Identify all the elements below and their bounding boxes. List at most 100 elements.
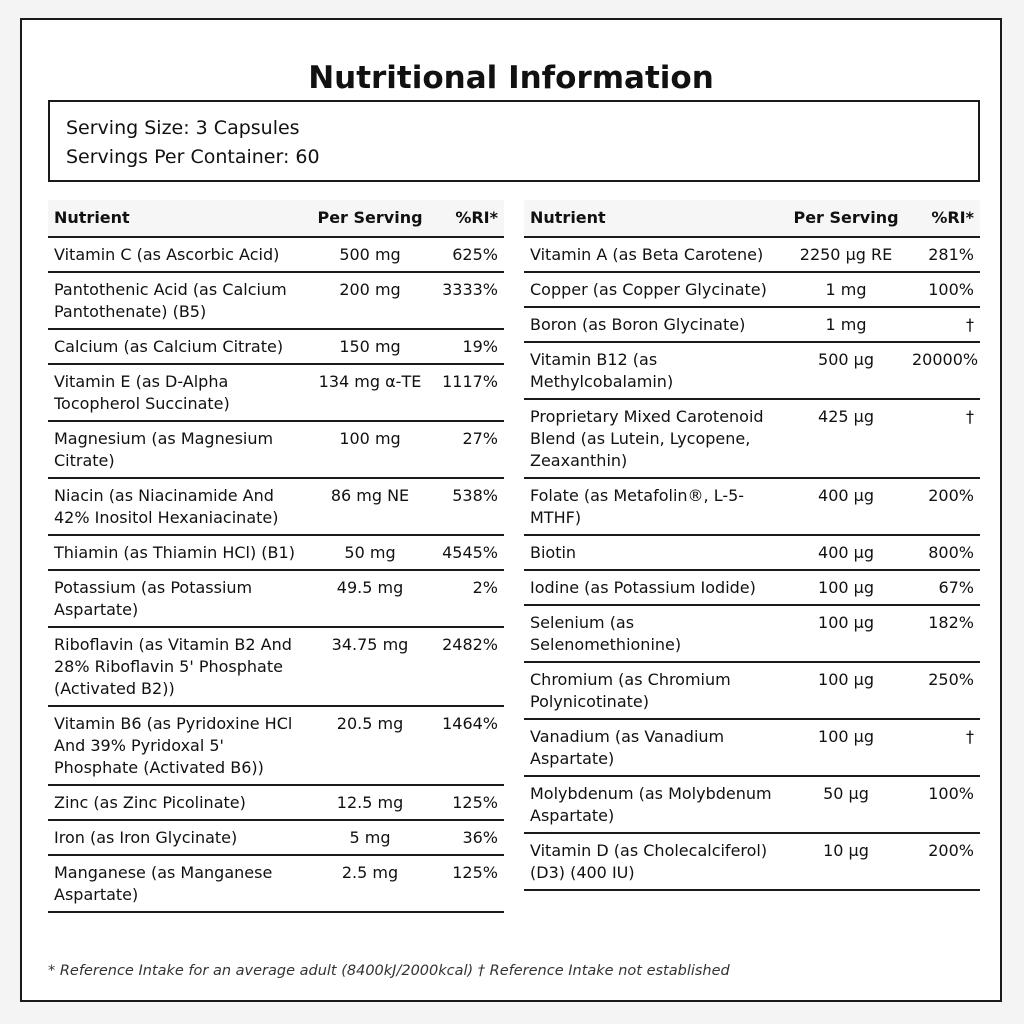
table-row: Vitamin B6 (as Pyridoxine HCl And 39% Py… — [48, 706, 504, 786]
nutrient-name: Folate (as Metafolin®, L-5-MTHF) — [524, 478, 786, 536]
nutrient-name: Magnesium (as Magnesium Citrate) — [48, 421, 310, 479]
per-serving-value: 200 mg — [310, 272, 430, 330]
table-row: Chromium (as Chromium Polynicotinate) 100… — [524, 662, 980, 720]
nutrition-label: Nutritional Information Serving Size: 3 … — [20, 18, 1002, 1002]
table-row: Copper (as Copper Glycinate) 1 mg 100% — [524, 272, 980, 308]
nutrient-name: Manganese (as Manganese Aspartate) — [48, 855, 310, 913]
nutrient-name: Molybdenum (as Molybdenum Aspartate) — [524, 776, 786, 834]
nutrient-name: Zinc (as Zinc Picolinate) — [48, 785, 310, 821]
table-row: Vitamin B12 (as Methylcobalamin) 500 μg 20… — [524, 342, 980, 400]
table-row: Molybdenum (as Molybdenum Aspartate) 50 μ… — [524, 776, 980, 834]
ri-value: 281% — [906, 237, 980, 273]
per-serving-value: 1 mg — [786, 272, 906, 308]
ri-value: 200% — [906, 478, 980, 536]
per-serving-value: 20.5 mg — [310, 706, 430, 786]
nutrient-name: Boron (as Boron Glycinate) — [524, 307, 786, 343]
per-serving-value: 50 mg — [310, 535, 430, 571]
table-row: Niacin (as Niacinamide And 42% Inositol … — [48, 478, 504, 536]
per-serving-value: 400 μg — [786, 535, 906, 571]
table-row: Vitamin A (as Beta Carotene) 2250 μg RE 28… — [524, 237, 980, 273]
serving-info-box: Serving Size: 3 Capsules Servings Per Co… — [48, 100, 980, 182]
per-serving-value: 2250 μg RE — [786, 237, 906, 273]
nutrient-name: Vitamin C (as Ascorbic Acid) — [48, 237, 310, 273]
per-serving-value: 134 mg α-TE — [310, 364, 430, 422]
table-row: Biotin 400 μg 800% — [524, 535, 980, 571]
header-nutrient: Nutrient — [524, 200, 786, 238]
ri-value: 625% — [430, 237, 504, 273]
per-serving-value: 500 μg — [786, 342, 906, 400]
per-serving-value: 100 mg — [310, 421, 430, 479]
table-row: Boron (as Boron Glycinate) 1 mg † — [524, 307, 980, 343]
per-serving-value: 100 μg — [786, 605, 906, 663]
ri-value: † — [906, 307, 980, 343]
table-row: Pantothenic Acid (as Calcium Pantothenat… — [48, 272, 504, 330]
per-serving-value: 400 μg — [786, 478, 906, 536]
nutrient-table-right: Nutrient Per Serving %RI* Vitamin A (as … — [524, 200, 980, 891]
page-title: Nutritional Information — [308, 60, 714, 96]
ri-value: 4545% — [430, 535, 504, 571]
ri-value: 2482% — [430, 627, 504, 707]
per-serving-value: 5 mg — [310, 820, 430, 856]
table-row: Vanadium (as Vanadium Aspartate) 100 μg † — [524, 719, 980, 777]
header-per-serving: Per Serving — [786, 200, 906, 238]
nutrient-name: Iodine (as Potassium Iodide) — [524, 570, 786, 606]
header-ri: %RI* — [906, 200, 980, 238]
per-serving-value: 34.75 mg — [310, 627, 430, 707]
ri-value: 1464% — [430, 706, 504, 786]
ri-value: 100% — [906, 272, 980, 308]
per-serving-value: 12.5 mg — [310, 785, 430, 821]
table-row: Magnesium (as Magnesium Citrate) 100 mg 27… — [48, 421, 504, 479]
per-serving-value: 500 mg — [310, 237, 430, 273]
table-row: Iron (as Iron Glycinate) 5 mg 36% — [48, 820, 504, 856]
nutrient-name: Vitamin B6 (as Pyridoxine HCl And 39% Py… — [48, 706, 310, 786]
nutrient-name: Biotin — [524, 535, 786, 571]
nutrient-name: Potassium (as Potassium Aspartate) — [48, 570, 310, 628]
table-row: Zinc (as Zinc Picolinate) 12.5 mg 125% — [48, 785, 504, 821]
nutrient-rows-left: Vitamin C (as Ascorbic Acid) 500 mg 625% Pa… — [48, 237, 504, 913]
table-row: Riboflavin (as Vitamin B2 And 28% Ribofl… — [48, 627, 504, 707]
nutrient-name: Pantothenic Acid (as Calcium Pantothenat… — [48, 272, 310, 330]
nutrient-name: Vitamin D (as Cholecalciferol) (D3) (400… — [524, 833, 786, 891]
per-serving-value: 86 mg NE — [310, 478, 430, 536]
per-serving-value: 100 μg — [786, 570, 906, 606]
table-row: Folate (as Metafolin®, L-5-MTHF) 400 μg 20… — [524, 478, 980, 536]
nutrient-name: Vanadium (as Vanadium Aspartate) — [524, 719, 786, 777]
nutrient-name: Riboflavin (as Vitamin B2 And 28% Ribofl… — [48, 627, 310, 707]
table-row: Selenium (as Selenomethionine) 100 μg 182% — [524, 605, 980, 663]
ri-value: 182% — [906, 605, 980, 663]
ri-value: 250% — [906, 662, 980, 720]
nutrient-name: Copper (as Copper Glycinate) — [524, 272, 786, 308]
table-row: Calcium (as Calcium Citrate) 150 mg 19% — [48, 329, 504, 365]
ri-value: 200% — [906, 833, 980, 891]
per-serving-value: 100 μg — [786, 719, 906, 777]
ri-value: 2% — [430, 570, 504, 628]
per-serving-value: 150 mg — [310, 329, 430, 365]
footnote: * Reference Intake for an average adult … — [48, 963, 730, 979]
ri-value: 19% — [430, 329, 504, 365]
ri-value: 800% — [906, 535, 980, 571]
ri-value: 125% — [430, 855, 504, 913]
ri-value: 100% — [906, 776, 980, 834]
nutrient-name: Vitamin A (as Beta Carotene) — [524, 237, 786, 273]
nutrient-rows-right: Vitamin A (as Beta Carotene) 2250 μg RE 28… — [524, 237, 980, 891]
table-row: Iodine (as Potassium Iodide) 100 μg 67% — [524, 570, 980, 606]
ri-value: † — [906, 719, 980, 777]
ri-value: 36% — [430, 820, 504, 856]
per-serving-value: 100 μg — [786, 662, 906, 720]
nutrient-name: Iron (as Iron Glycinate) — [48, 820, 310, 856]
table-row: Vitamin C (as Ascorbic Acid) 500 mg 625% — [48, 237, 504, 273]
per-serving-value: 10 μg — [786, 833, 906, 891]
per-serving-value: 49.5 mg — [310, 570, 430, 628]
ri-value: 67% — [906, 570, 980, 606]
nutrient-name: Calcium (as Calcium Citrate) — [48, 329, 310, 365]
header-per-serving: Per Serving — [310, 200, 430, 238]
table-row: Vitamin E (as D-Alpha Tocopherol Succina… — [48, 364, 504, 422]
ri-value: 538% — [430, 478, 504, 536]
nutrient-name: Chromium (as Chromium Polynicotinate) — [524, 662, 786, 720]
table-row: Manganese (as Manganese Aspartate) 2.5 mg… — [48, 855, 504, 913]
ri-value: 1117% — [430, 364, 504, 422]
table-header-row: Nutrient Per Serving %RI* — [48, 200, 504, 238]
table-row: Potassium (as Potassium Aspartate) 49.5 m… — [48, 570, 504, 628]
table-row: Thiamin (as Thiamin HCl) (B1) 50 mg 4545% — [48, 535, 504, 571]
servings-per-container: Servings Per Container: 60 — [66, 146, 320, 168]
